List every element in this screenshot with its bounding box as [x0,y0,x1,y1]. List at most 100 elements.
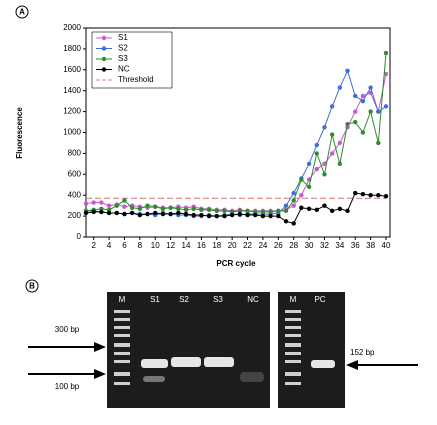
bands [141,357,335,382]
point [245,212,250,218]
point [137,206,143,211]
point [260,213,266,219]
point [183,207,189,213]
point [383,194,389,199]
point [353,109,358,114]
point [106,207,112,213]
point [245,208,250,214]
series-line [85,53,387,213]
point [368,109,373,114]
point [283,219,289,224]
point [306,184,312,190]
gel-image [107,292,345,408]
legend-label: S3 [118,54,128,63]
product-label: 152 bp [350,348,375,357]
point [99,209,104,215]
point [168,211,173,217]
x-tick-label: 2 [91,241,96,250]
y-tick-label: 200 [68,211,82,220]
point [376,140,381,146]
point [253,209,258,215]
point [160,211,166,217]
ladder [114,310,301,385]
x-tick-label: 26 [274,241,283,250]
marker-label: 300 bp [55,325,80,334]
y-tick-label: 0 [77,232,82,241]
x-tick-label: 6 [122,241,127,250]
lane-label: S2 [179,295,189,304]
point [137,212,143,218]
y-tick-label: 400 [68,190,82,199]
point [383,71,389,77]
y-tick-label: 1400 [63,86,81,95]
point [99,206,104,211]
point [91,200,96,205]
y-tick-label: 600 [68,169,82,178]
x-tick-label: 32 [320,241,329,250]
point [337,85,343,90]
point [229,212,235,218]
legend-label: Threshold [118,75,154,84]
panel-label: A [19,8,25,17]
point [114,203,119,208]
point [291,190,296,196]
point [314,151,319,156]
point [206,213,212,219]
point [322,161,327,167]
arrows [28,342,418,379]
y-tick-label: 800 [68,149,82,158]
x-axis-label: PCR cycle [216,259,256,268]
point [314,142,319,148]
point [337,206,343,211]
point [276,208,281,214]
series-line [85,192,387,225]
point [329,132,335,137]
y-tick-label: 2000 [63,23,81,32]
x-tick-label: 34 [335,241,344,250]
point [345,121,350,127]
lane-label: S1 [150,295,160,304]
x-tick-label: 16 [197,241,206,250]
point [322,203,327,208]
point [283,203,289,208]
point [268,209,273,215]
point [322,172,327,177]
point [329,151,335,156]
point [183,211,189,217]
point [129,205,135,210]
point [176,210,181,216]
panel-badge [15,5,29,19]
legend-marker [101,67,107,72]
point [314,207,319,213]
y-axis-label: Fluorescence [15,107,24,159]
legend-label: NC [118,65,130,74]
x-tick-label: 22 [243,241,252,250]
point [291,203,296,208]
y-tick-label: 1600 [63,65,81,74]
x-tick-label: 8 [138,241,143,250]
point [214,208,219,214]
point [376,109,381,114]
x-tick-label: 14 [182,241,191,250]
point [253,212,258,218]
x-tick-label: 20 [228,241,237,250]
legend-label: S1 [118,33,128,42]
point [106,203,112,208]
y-tick-label: 1200 [63,107,81,116]
marker-label: 100 bp [55,382,80,391]
point [383,104,389,109]
point [376,193,381,198]
point [337,140,343,146]
point [276,213,281,219]
gel-left [107,292,270,408]
point [122,204,127,209]
point [268,213,273,219]
point [168,205,173,210]
point [353,93,358,99]
point [199,212,204,218]
point [91,209,96,215]
point [360,130,366,135]
x-tick-label: 36 [351,241,360,250]
point [306,206,312,211]
